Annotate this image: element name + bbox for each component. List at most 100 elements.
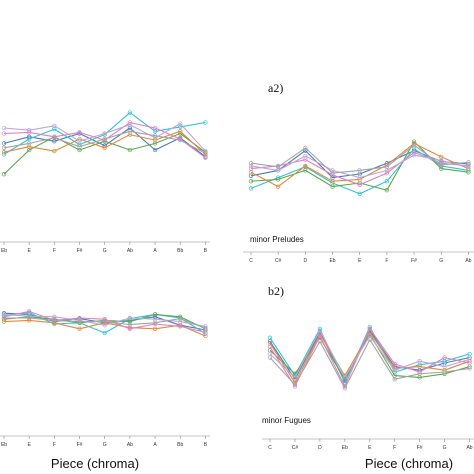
data-point — [178, 121, 183, 126]
x-tick-label: C — [268, 445, 272, 451]
data-point — [178, 324, 183, 329]
data-point — [248, 179, 254, 184]
panel-label: b2) — [268, 284, 284, 298]
data-point — [292, 382, 298, 387]
x-tick-label: F — [385, 258, 388, 264]
data-point — [52, 320, 57, 325]
data-point — [330, 168, 335, 173]
x-tick-label: C# — [292, 445, 299, 451]
series-line-4 — [3, 319, 206, 337]
data-point — [152, 125, 158, 131]
series-line-4 — [3, 130, 206, 155]
data-point — [1, 150, 7, 155]
data-point — [52, 123, 57, 128]
data-point — [466, 161, 471, 167]
data-point — [439, 158, 444, 163]
data-point — [77, 318, 82, 323]
x-tick-label: Bb — [177, 442, 183, 448]
series-line-6 — [3, 313, 206, 327]
data-point — [102, 319, 107, 324]
data-point — [27, 309, 32, 314]
data-point — [102, 131, 107, 136]
data-point — [1, 131, 7, 136]
data-point — [152, 147, 158, 153]
data-point — [52, 148, 57, 154]
x-tick-label: E — [28, 248, 32, 254]
data-point — [384, 179, 390, 184]
data-point — [367, 337, 372, 342]
data-point — [267, 335, 273, 340]
data-point — [77, 144, 82, 149]
data-point — [303, 145, 308, 151]
x-tick-label: Bb — [177, 248, 183, 254]
x-tick-label: F — [393, 445, 396, 451]
data-point — [384, 170, 390, 176]
x-tick-label: Eb — [342, 445, 348, 451]
data-point — [267, 344, 273, 349]
data-point — [357, 175, 362, 180]
data-point — [357, 182, 362, 187]
data-point — [417, 371, 422, 376]
data-point — [1, 314, 7, 319]
data-point — [203, 326, 208, 331]
data-point — [152, 312, 158, 317]
x-tick-label: Ab — [466, 445, 472, 451]
data-point — [248, 186, 254, 191]
x-tick-label: Eb — [1, 442, 7, 448]
data-point — [203, 331, 208, 336]
series-line-3 — [3, 132, 206, 175]
series-line-7 — [250, 144, 469, 174]
x-tick-label: D — [304, 258, 308, 264]
data-point — [27, 128, 32, 133]
x-tick-label: B — [204, 248, 208, 254]
series-line-4 — [269, 331, 470, 384]
data-point — [1, 317, 7, 322]
data-point — [152, 321, 158, 327]
data-point — [417, 364, 422, 369]
data-point — [52, 318, 57, 323]
data-point — [127, 122, 133, 127]
data-point — [317, 328, 323, 333]
data-point — [411, 150, 417, 155]
data-point — [276, 164, 281, 169]
data-point — [267, 355, 273, 360]
data-point — [127, 322, 133, 327]
data-point — [442, 355, 447, 360]
data-point — [248, 163, 254, 169]
x-tick-label: C — [249, 258, 253, 264]
series-line-6 — [269, 330, 470, 378]
data-point — [330, 184, 335, 189]
x-tick-label: Ab — [127, 248, 133, 254]
x-tick-label: E — [358, 258, 362, 264]
data-point — [77, 320, 82, 325]
data-point — [467, 359, 472, 364]
data-point — [357, 191, 362, 196]
data-point — [127, 315, 133, 321]
data-point — [292, 375, 298, 380]
data-point — [178, 129, 183, 134]
data-point — [77, 139, 82, 144]
data-point — [27, 318, 32, 323]
x-tick-label: F# — [411, 258, 417, 264]
x-tick-label: B — [204, 442, 208, 448]
data-point — [77, 130, 82, 135]
data-point — [203, 330, 208, 335]
data-point — [1, 152, 7, 157]
series-line-5 — [3, 310, 206, 333]
panel-a1: Eb E F F# G Ab A Bb B — [0, 110, 210, 254]
series-line-3 — [3, 313, 206, 330]
data-point — [330, 179, 335, 184]
data-point — [303, 168, 308, 173]
x-tick-label: D — [318, 445, 322, 451]
data-point — [466, 160, 471, 165]
data-point — [357, 168, 362, 173]
x-tick-label: Eb — [1, 248, 7, 254]
x-tick-label: G — [103, 442, 107, 448]
x-tick-label: G — [103, 248, 107, 254]
data-point — [411, 152, 417, 158]
series-line-7 — [269, 339, 470, 389]
data-point — [127, 147, 133, 153]
panel-caption: minor Fugues — [262, 416, 311, 425]
data-point — [178, 137, 183, 143]
series-line-7 — [3, 130, 206, 154]
